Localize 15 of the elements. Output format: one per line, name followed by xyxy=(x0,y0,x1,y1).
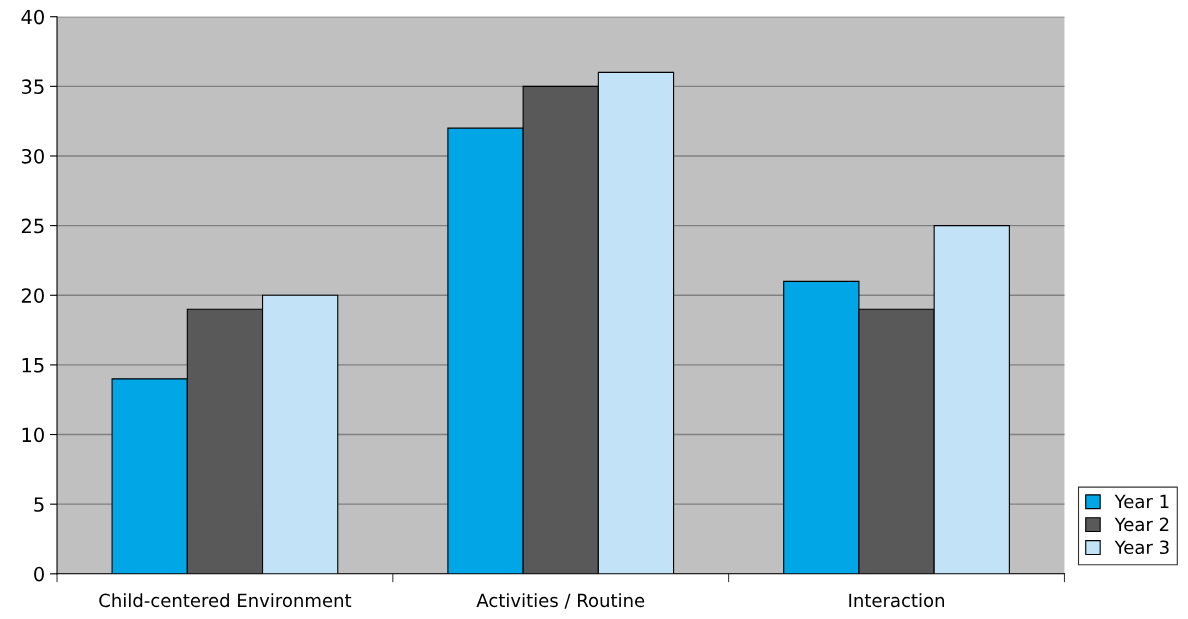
legend-label: Year 3 xyxy=(1114,540,1169,555)
x-tick-label: Child-centered Environment xyxy=(99,593,352,608)
y-tick-label: 30 xyxy=(21,148,44,164)
x-tick-label: Interaction xyxy=(849,593,944,608)
y-tick-label: 10 xyxy=(22,427,44,443)
y-tick-label: 20 xyxy=(21,288,44,303)
legend-label: Year 2 xyxy=(1114,517,1169,532)
y-tick-label: 0 xyxy=(34,566,44,582)
legend-label: Year 1 xyxy=(1114,494,1169,509)
y-tick-label: 35 xyxy=(21,79,44,95)
x-tick-label: Activities / Routine xyxy=(476,593,645,609)
y-tick-label: 25 xyxy=(21,218,44,234)
y-tick-label: 5 xyxy=(34,497,44,512)
y-tick-label: 40 xyxy=(21,9,44,25)
y-tick-label: 15 xyxy=(22,358,44,373)
